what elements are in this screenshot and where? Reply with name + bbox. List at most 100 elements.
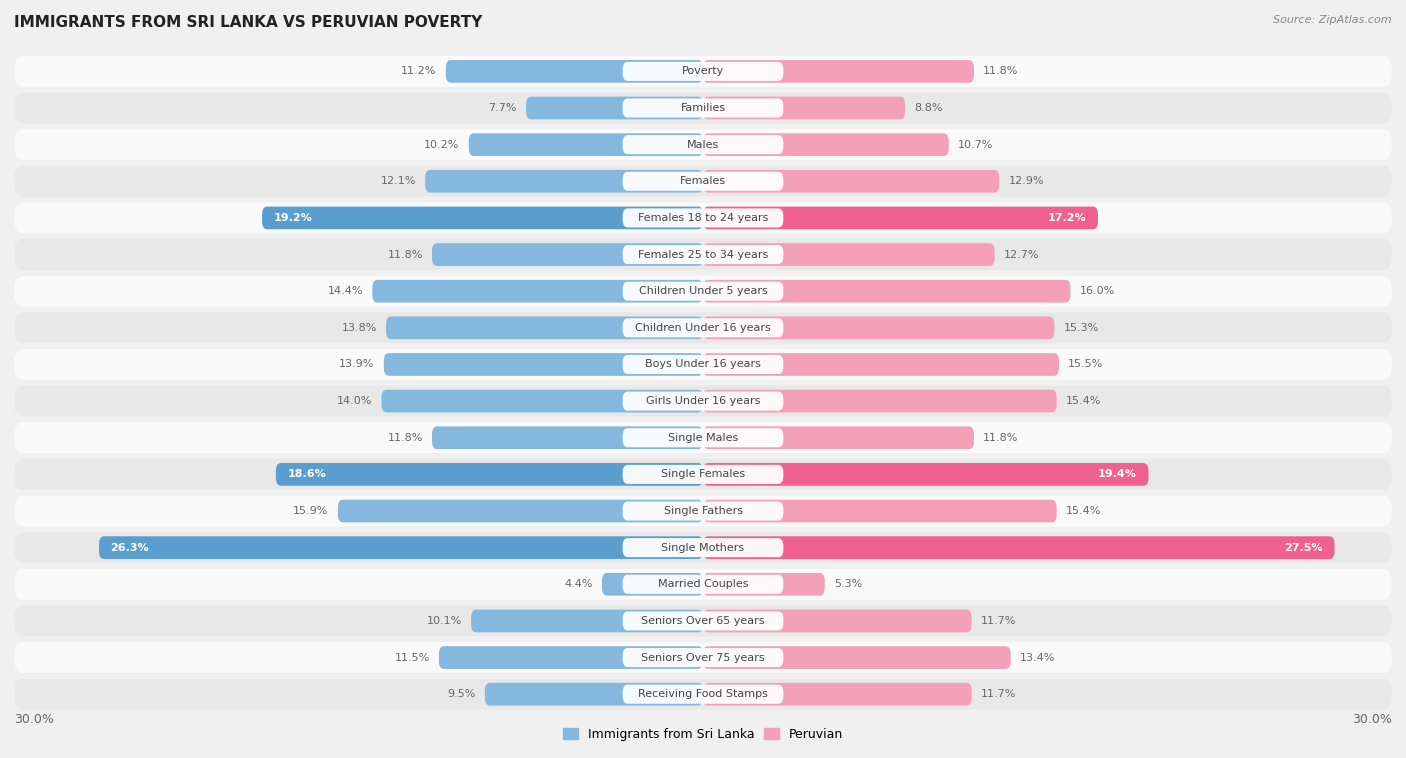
Text: 12.7%: 12.7% <box>1004 249 1039 259</box>
Text: 11.8%: 11.8% <box>388 433 423 443</box>
Text: 5.3%: 5.3% <box>834 579 862 589</box>
Text: Single Fathers: Single Fathers <box>664 506 742 516</box>
FancyBboxPatch shape <box>373 280 703 302</box>
Text: Single Mothers: Single Mothers <box>661 543 745 553</box>
FancyBboxPatch shape <box>623 245 783 264</box>
FancyBboxPatch shape <box>384 353 703 376</box>
Text: Girls Under 16 years: Girls Under 16 years <box>645 396 761 406</box>
FancyBboxPatch shape <box>485 683 703 706</box>
Text: 11.2%: 11.2% <box>401 67 437 77</box>
Text: Females: Females <box>681 177 725 186</box>
Text: 13.8%: 13.8% <box>342 323 377 333</box>
FancyBboxPatch shape <box>14 202 1392 233</box>
FancyBboxPatch shape <box>703 573 825 596</box>
FancyBboxPatch shape <box>623 612 783 631</box>
Text: Married Couples: Married Couples <box>658 579 748 589</box>
Text: 11.7%: 11.7% <box>981 689 1017 699</box>
Text: IMMIGRANTS FROM SRI LANKA VS PERUVIAN POVERTY: IMMIGRANTS FROM SRI LANKA VS PERUVIAN PO… <box>14 15 482 30</box>
FancyBboxPatch shape <box>14 92 1392 124</box>
Text: 30.0%: 30.0% <box>1353 713 1392 725</box>
FancyBboxPatch shape <box>14 496 1392 526</box>
FancyBboxPatch shape <box>14 459 1392 490</box>
Text: Families: Families <box>681 103 725 113</box>
FancyBboxPatch shape <box>703 60 974 83</box>
Text: 13.9%: 13.9% <box>339 359 374 369</box>
Text: 11.8%: 11.8% <box>983 433 1018 443</box>
FancyBboxPatch shape <box>703 609 972 632</box>
Text: 10.1%: 10.1% <box>426 616 461 626</box>
Text: 11.5%: 11.5% <box>395 653 430 662</box>
FancyBboxPatch shape <box>526 97 703 119</box>
FancyBboxPatch shape <box>703 133 949 156</box>
FancyBboxPatch shape <box>14 642 1392 673</box>
FancyBboxPatch shape <box>703 537 1334 559</box>
FancyBboxPatch shape <box>623 575 783 594</box>
FancyBboxPatch shape <box>623 538 783 557</box>
Text: 8.8%: 8.8% <box>914 103 943 113</box>
FancyBboxPatch shape <box>703 647 1011 669</box>
Text: Single Males: Single Males <box>668 433 738 443</box>
Text: Males: Males <box>688 139 718 149</box>
Text: 15.4%: 15.4% <box>1066 396 1101 406</box>
FancyBboxPatch shape <box>623 62 783 81</box>
FancyBboxPatch shape <box>337 500 703 522</box>
FancyBboxPatch shape <box>703 390 1057 412</box>
Text: 10.2%: 10.2% <box>425 139 460 149</box>
FancyBboxPatch shape <box>623 99 783 117</box>
FancyBboxPatch shape <box>14 56 1392 86</box>
Text: 7.7%: 7.7% <box>488 103 517 113</box>
Text: 15.4%: 15.4% <box>1066 506 1101 516</box>
FancyBboxPatch shape <box>439 647 703 669</box>
FancyBboxPatch shape <box>703 243 994 266</box>
Text: 14.0%: 14.0% <box>337 396 373 406</box>
Text: Children Under 5 years: Children Under 5 years <box>638 287 768 296</box>
FancyBboxPatch shape <box>703 317 1054 339</box>
Text: 19.4%: 19.4% <box>1098 469 1137 479</box>
FancyBboxPatch shape <box>703 353 1059 376</box>
Text: 15.5%: 15.5% <box>1069 359 1104 369</box>
FancyBboxPatch shape <box>14 349 1392 380</box>
Text: Single Females: Single Females <box>661 469 745 479</box>
Text: Seniors Over 65 years: Seniors Over 65 years <box>641 616 765 626</box>
FancyBboxPatch shape <box>623 282 783 301</box>
FancyBboxPatch shape <box>262 207 703 229</box>
Text: Children Under 16 years: Children Under 16 years <box>636 323 770 333</box>
FancyBboxPatch shape <box>432 243 703 266</box>
FancyBboxPatch shape <box>14 606 1392 636</box>
FancyBboxPatch shape <box>14 312 1392 343</box>
Text: 15.3%: 15.3% <box>1063 323 1099 333</box>
FancyBboxPatch shape <box>468 133 703 156</box>
Text: 12.9%: 12.9% <box>1008 177 1043 186</box>
Text: 12.1%: 12.1% <box>381 177 416 186</box>
FancyBboxPatch shape <box>703 427 974 449</box>
FancyBboxPatch shape <box>623 172 783 191</box>
FancyBboxPatch shape <box>14 532 1392 563</box>
Legend: Immigrants from Sri Lanka, Peruvian: Immigrants from Sri Lanka, Peruvian <box>558 723 848 746</box>
FancyBboxPatch shape <box>623 502 783 521</box>
FancyBboxPatch shape <box>14 130 1392 160</box>
Text: Receiving Food Stamps: Receiving Food Stamps <box>638 689 768 699</box>
FancyBboxPatch shape <box>14 679 1392 709</box>
FancyBboxPatch shape <box>623 208 783 227</box>
Text: 27.5%: 27.5% <box>1285 543 1323 553</box>
Text: 14.4%: 14.4% <box>328 287 363 296</box>
Text: 4.4%: 4.4% <box>564 579 593 589</box>
Text: 30.0%: 30.0% <box>14 713 53 725</box>
FancyBboxPatch shape <box>14 569 1392 600</box>
Text: Females 18 to 24 years: Females 18 to 24 years <box>638 213 768 223</box>
Text: 15.9%: 15.9% <box>294 506 329 516</box>
Text: 16.0%: 16.0% <box>1080 287 1115 296</box>
FancyBboxPatch shape <box>623 648 783 667</box>
FancyBboxPatch shape <box>703 170 1000 193</box>
FancyBboxPatch shape <box>623 392 783 411</box>
FancyBboxPatch shape <box>446 60 703 83</box>
Text: 11.8%: 11.8% <box>983 67 1018 77</box>
Text: 18.6%: 18.6% <box>287 469 326 479</box>
FancyBboxPatch shape <box>432 427 703 449</box>
Text: 26.3%: 26.3% <box>111 543 149 553</box>
FancyBboxPatch shape <box>471 609 703 632</box>
FancyBboxPatch shape <box>14 422 1392 453</box>
FancyBboxPatch shape <box>623 684 783 703</box>
Text: Poverty: Poverty <box>682 67 724 77</box>
Text: 11.7%: 11.7% <box>981 616 1017 626</box>
